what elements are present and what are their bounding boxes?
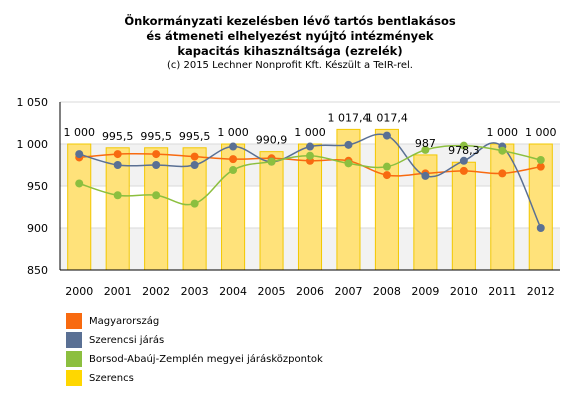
series-point xyxy=(152,161,161,169)
legend-item-baz-jaraskozpontok: Borsod-Abaúj-Zemplén megyei járásközpont… xyxy=(66,350,323,368)
series-point xyxy=(190,152,199,161)
chart-legend: Magyarország Szerencsi járás Borsod-Abaú… xyxy=(66,312,323,388)
series-point xyxy=(459,141,468,150)
legend-label-szerencsi-jaras: Szerencsi járás xyxy=(89,334,165,346)
chart-title-line-3: kapacitás kihasználtsága (ezrelék) xyxy=(177,44,403,58)
series-point xyxy=(459,166,468,175)
legend-item-szerencs: Szerencs xyxy=(66,369,323,387)
bar xyxy=(336,128,361,271)
x-tick-label: 2005 xyxy=(258,285,286,298)
x-tick-label: 2003 xyxy=(181,285,209,298)
bar xyxy=(67,143,92,271)
series-point xyxy=(421,145,430,154)
bar-data-label: 1 000 xyxy=(63,126,95,139)
chart-svg: 850 900 950 1 000 1 050 1 000 995,5 995,5 995,5 1… xyxy=(17,96,560,298)
series-point xyxy=(306,151,314,160)
x-tick-label: 2006 xyxy=(296,285,324,298)
series-point xyxy=(229,166,238,175)
y-tick-label: 1 050 xyxy=(17,96,49,109)
series-point xyxy=(152,191,161,200)
series-point xyxy=(75,150,84,159)
bar-data-label: 990,9 xyxy=(256,134,288,147)
bar-data-label: 1 000 xyxy=(487,126,519,139)
series-point xyxy=(382,171,391,180)
series-point xyxy=(190,199,199,208)
series-point xyxy=(152,150,161,159)
legend-label-baz-jaraskozpontok: Borsod-Abaúj-Zemplén megyei járásközpont… xyxy=(89,353,323,365)
series-point xyxy=(536,224,545,232)
series-point xyxy=(190,161,199,169)
bar-data-label: 1 000 xyxy=(525,126,557,139)
series-point xyxy=(498,169,507,178)
x-tick-label: 2007 xyxy=(334,285,362,298)
y-tick-label: 900 xyxy=(27,222,48,235)
series-point xyxy=(229,142,238,151)
bar xyxy=(374,128,399,271)
bar-data-label: 1 017,4 xyxy=(327,111,369,124)
bar-data-label: 1 000 xyxy=(217,126,249,139)
bar-data-label: 995,5 xyxy=(140,130,172,143)
series-point xyxy=(382,162,391,171)
series-point xyxy=(229,155,238,164)
legend-label-szerencs: Szerencs xyxy=(89,372,134,384)
series-point xyxy=(498,146,507,155)
series-point xyxy=(267,157,276,166)
series-point xyxy=(344,159,353,168)
x-tick-label: 2012 xyxy=(527,285,555,298)
legend-swatch-szerencs xyxy=(66,370,82,386)
x-tick-label: 2010 xyxy=(450,285,478,298)
series-point xyxy=(113,191,122,200)
x-tick-label: 2008 xyxy=(373,285,401,298)
bar-data-label: 1 000 xyxy=(294,126,326,139)
x-tick-label: 2009 xyxy=(411,285,439,298)
chart-subtitle: (c) 2015 Lechner Nonprofit Kft. Készült … xyxy=(166,60,413,71)
series-point xyxy=(306,142,314,151)
series-point xyxy=(536,155,545,164)
series-point xyxy=(382,131,391,140)
bar xyxy=(490,143,515,271)
x-tick-label: 2000 xyxy=(65,285,93,298)
chart-title-line-2: és átmeneti elhelyezést nyújtó intézmény… xyxy=(146,29,434,43)
legend-item-szerencsi-jaras: Szerencsi járás xyxy=(66,331,323,349)
bar-data-label: 1 017,4 xyxy=(366,111,408,124)
series-point xyxy=(459,156,468,165)
legend-swatch-magyarorszag xyxy=(66,313,82,329)
y-tick-label: 950 xyxy=(27,180,48,193)
bar xyxy=(259,151,284,271)
series-point xyxy=(344,140,353,149)
y-tick-label: 1 000 xyxy=(17,138,49,151)
legend-label-magyarorszag: Magyarország xyxy=(89,315,160,327)
bar-data-label: 995,5 xyxy=(179,130,211,143)
legend-swatch-baz-jaraskozpontok xyxy=(66,351,82,367)
x-tick-label: 2004 xyxy=(219,285,247,298)
series-point xyxy=(113,161,122,169)
x-tick-label: 2001 xyxy=(104,285,132,298)
bar-data-label: 978,3 xyxy=(448,144,480,157)
series-point xyxy=(75,179,84,188)
bar-data-label: 987 xyxy=(415,137,436,150)
legend-item-magyarorszag: Magyarország xyxy=(66,312,323,330)
chart-title-block: Önkormányzati kezelésben lévő tartós ben… xyxy=(0,14,580,73)
y-tick-label: 850 xyxy=(27,264,48,277)
bar xyxy=(451,161,476,271)
x-tick-label: 2011 xyxy=(488,285,516,298)
series-point xyxy=(113,150,122,159)
series-point xyxy=(536,162,545,171)
x-tick-label: 2002 xyxy=(142,285,170,298)
bar-data-label: 995,5 xyxy=(102,130,134,143)
legend-swatch-szerencsi-jaras xyxy=(66,332,82,348)
chart-title-line-1: Önkormányzati kezelésben lévő tartós ben… xyxy=(124,14,456,28)
series-point xyxy=(421,171,430,180)
